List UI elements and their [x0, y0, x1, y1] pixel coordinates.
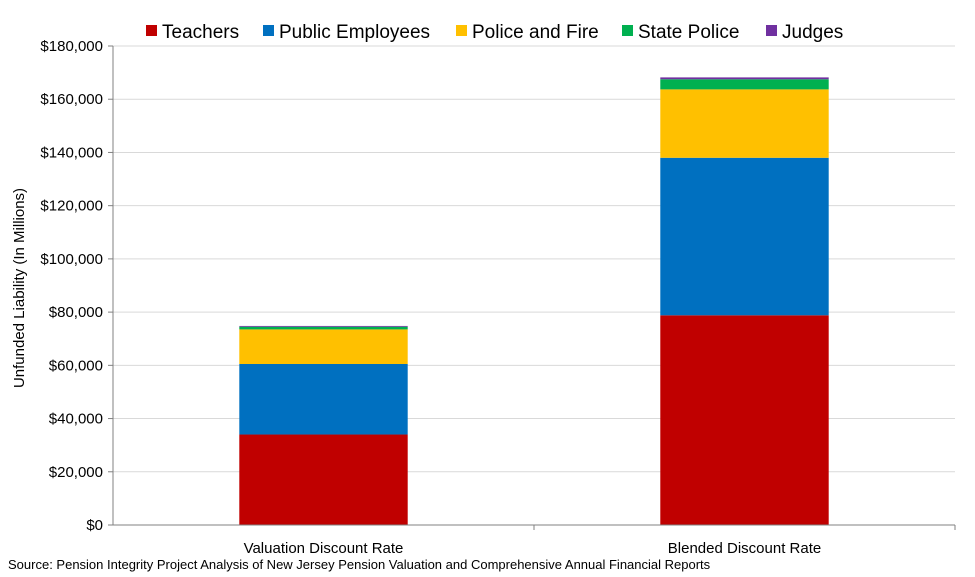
legend-label: Judges [782, 22, 843, 43]
bar-segment-state-police [660, 79, 829, 90]
legend: Teachers Public Employees Police and Fire S… [146, 22, 843, 43]
legend-label: State Police [638, 22, 739, 43]
bar-segment-police-and-fire [239, 329, 408, 365]
legend-label: Police and Fire [472, 22, 599, 43]
bar-segment-police-and-fire [660, 89, 829, 158]
x-tick-label: Blended Discount Rate [668, 540, 821, 557]
y-tick-label: $180,000 [40, 38, 103, 55]
y-tick-label: $20,000 [49, 464, 103, 481]
y-tick-label: $160,000 [40, 91, 103, 108]
legend-swatch [263, 25, 274, 36]
bar-segment-state-police [239, 326, 408, 330]
y-tick-label: $40,000 [49, 411, 103, 428]
y-axis-title: Unfunded Liability (In Millions) [11, 188, 28, 388]
y-tick-label: $80,000 [49, 304, 103, 321]
legend-swatch [456, 25, 467, 36]
x-tick-label: Valuation Discount Rate [244, 540, 404, 557]
y-tick-label: $100,000 [40, 251, 103, 268]
legend-swatch [622, 25, 633, 36]
y-tick-label: $140,000 [40, 144, 103, 161]
bar-segment-teachers [660, 315, 829, 525]
bar-segment-public-employees [239, 364, 408, 435]
legend-label: Public Employees [279, 22, 430, 43]
y-tick-label: $120,000 [40, 198, 103, 215]
bar-segment-judges [660, 77, 829, 80]
legend-swatch [146, 25, 157, 36]
bars [239, 77, 829, 525]
bar-segment-judges [239, 325, 408, 327]
y-tick-label: $60,000 [49, 357, 103, 374]
y-tick-label: $0 [86, 517, 103, 534]
legend-label: Teachers [162, 22, 239, 43]
legend-swatch [766, 25, 777, 36]
axes: $0 $20,000 $40,000 $60,000 $80,000 $100,000 $1… [40, 38, 956, 557]
bar-segment-teachers [239, 434, 408, 525]
source-note: Source: Pension Integrity Project Analys… [8, 557, 711, 572]
bar-segment-public-employees [660, 157, 829, 316]
